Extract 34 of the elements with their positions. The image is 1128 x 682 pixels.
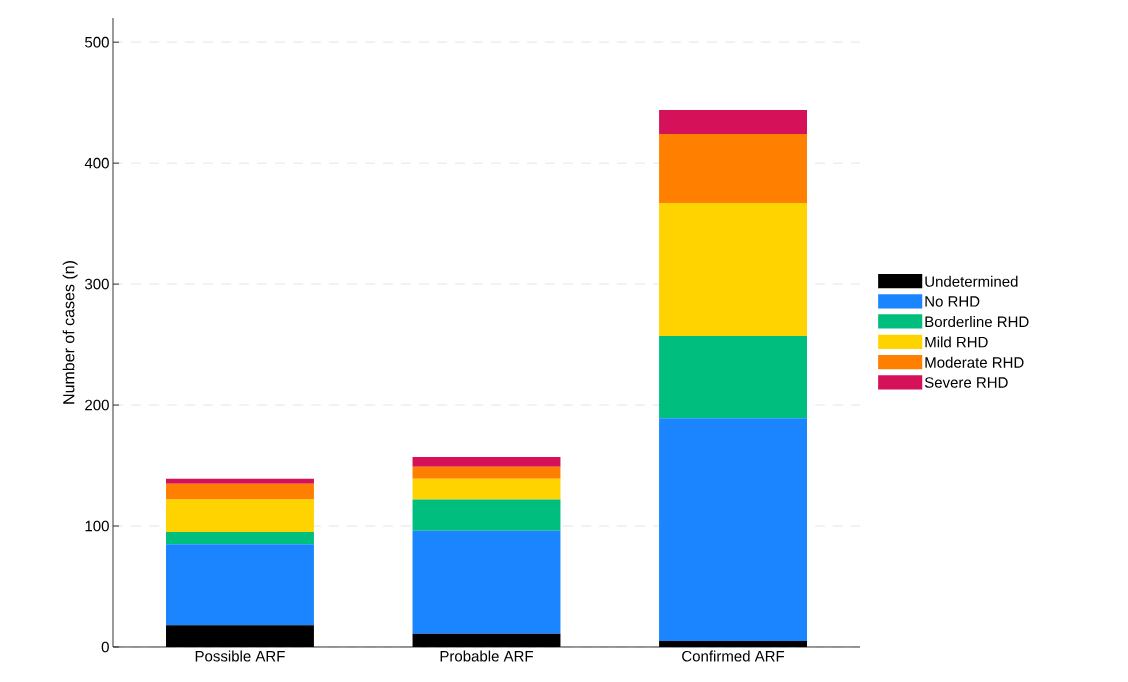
bar [659, 640, 807, 647]
legend-label: Mild RHD [925, 336, 988, 348]
legend-label: Undetermined [925, 275, 1018, 287]
bar [412, 499, 561, 531]
bar [166, 625, 314, 647]
bar [659, 418, 807, 641]
y-tick-label: 0 [101, 641, 109, 653]
y-axis-title: Number of cases (n) [62, 261, 78, 404]
x-tick-label: Confirmed ARF [682, 650, 785, 662]
y-tick-label: 300 [85, 278, 109, 290]
bar [412, 457, 561, 467]
bar [412, 530, 561, 634]
bar [166, 478, 314, 484]
legend-label: Severe RHD [924, 377, 1008, 388]
legend-label: Moderate RHD [925, 356, 1024, 368]
y-tick-label: 400 [84, 157, 109, 169]
bar [659, 109, 807, 135]
bar [412, 466, 561, 479]
bar [166, 499, 314, 533]
x-tick-label: Probable ARF [440, 650, 533, 662]
bar [412, 633, 561, 647]
legend-label: No RHD [925, 296, 980, 307]
bar [166, 544, 314, 626]
bar [166, 483, 314, 500]
x-tick-label: Possible ARF [195, 650, 285, 662]
bar [412, 478, 561, 500]
y-tick-label: 500 [85, 36, 109, 48]
y-tick-label: 100 [85, 520, 109, 532]
bar [659, 336, 807, 419]
legend-label: Borderline RHD [925, 316, 1029, 328]
bar [659, 134, 807, 204]
bar [659, 203, 807, 337]
y-tick-label: 200 [85, 399, 109, 411]
bar [166, 532, 314, 545]
